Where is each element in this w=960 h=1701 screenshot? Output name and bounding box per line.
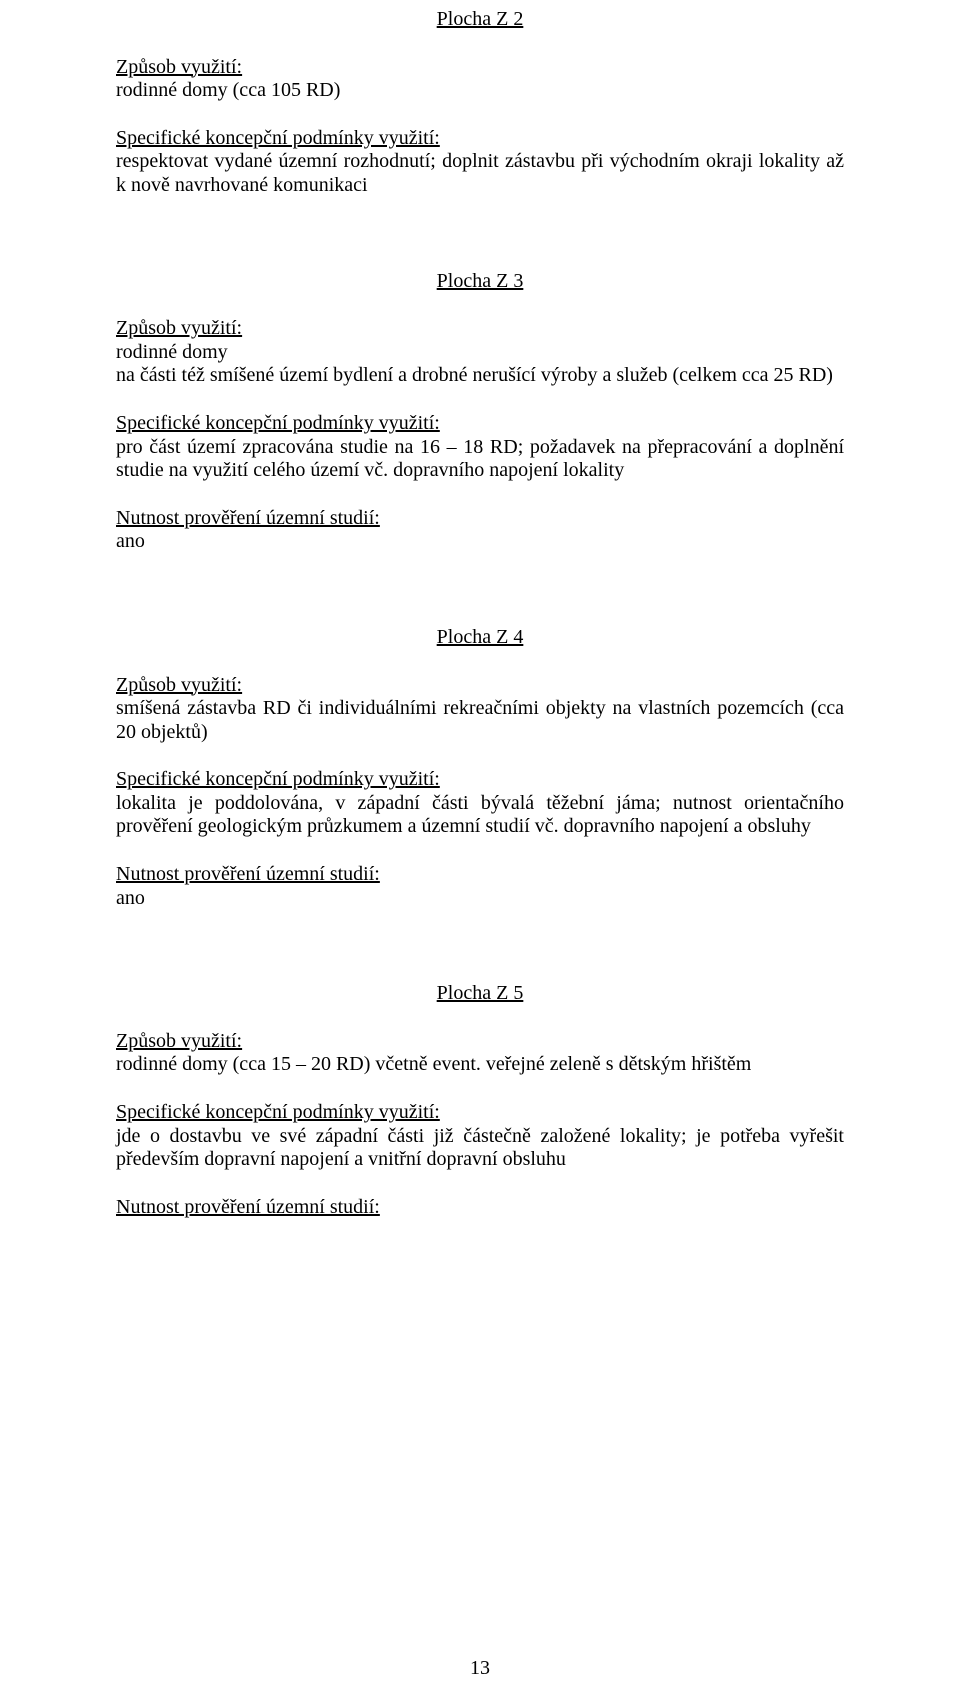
label-usage-z4: Způsob využití: — [116, 674, 844, 698]
study-z3: ano — [116, 530, 844, 554]
label-conditions-z4: Specifické koncepční podmínky využití: — [116, 768, 844, 792]
conditions-z5: jde o dostavbu ve své západní části již … — [116, 1125, 844, 1172]
usage-z2: rodinné domy (cca 105 RD) — [116, 79, 844, 103]
page-number: 13 — [0, 1657, 960, 1681]
usage-z4: smíšená zástavba RD či individuálními re… — [116, 697, 844, 744]
label-study-z4: Nutnost prověření územní studií: — [116, 863, 844, 887]
usage-z3-line2: na části též smíšené území bydlení a dro… — [116, 364, 844, 388]
heading-z3: Plocha Z 3 — [437, 270, 524, 292]
conditions-z4: lokalita je poddolována, v západní části… — [116, 792, 844, 839]
label-usage-z2: Způsob využití: — [116, 56, 844, 80]
label-conditions-z3: Specifické koncepční podmínky využití: — [116, 412, 844, 436]
heading-z4: Plocha Z 4 — [437, 626, 524, 648]
document-page: Plocha Z 2 Způsob využití: rodinné domy … — [0, 0, 960, 1701]
heading-z2: Plocha Z 2 — [437, 8, 524, 30]
conditions-z3: pro část území zpracována studie na 16 –… — [116, 436, 844, 483]
label-conditions-z2: Specifické koncepční podmínky využití: — [116, 127, 844, 151]
label-usage-z5: Způsob využití: — [116, 1030, 844, 1054]
label-study-z5: Nutnost prověření územní studií: — [116, 1196, 844, 1220]
usage-z5: rodinné domy (cca 15 – 20 RD) včetně eve… — [116, 1053, 844, 1077]
label-conditions-z5: Specifické koncepční podmínky využití: — [116, 1101, 844, 1125]
study-z4: ano — [116, 887, 844, 911]
label-usage-z3: Způsob využití: — [116, 317, 844, 341]
conditions-z2: respektovat vydané územní rozhodnutí; do… — [116, 150, 844, 197]
usage-z3-line1: rodinné domy — [116, 341, 844, 365]
label-study-z3: Nutnost prověření územní studií: — [116, 507, 844, 531]
heading-z5: Plocha Z 5 — [437, 982, 524, 1004]
